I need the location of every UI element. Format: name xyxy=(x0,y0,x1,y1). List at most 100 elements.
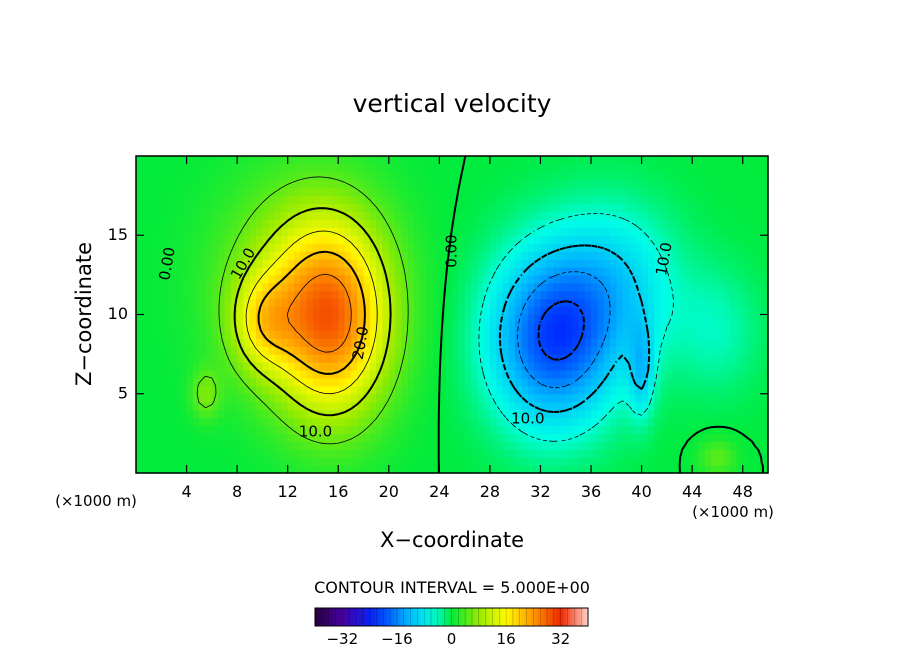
field-cell xyxy=(470,377,478,387)
field-cell xyxy=(363,346,371,355)
field-cell xyxy=(603,290,611,300)
field-cell xyxy=(312,171,320,181)
field-cell xyxy=(666,171,674,181)
field-cell xyxy=(483,274,491,284)
field-cell xyxy=(142,449,150,458)
field-cell xyxy=(205,330,213,339)
field-cell xyxy=(673,377,681,387)
field-cell xyxy=(407,377,415,387)
field-cell xyxy=(755,417,763,427)
field-cell xyxy=(420,417,428,427)
field-cell xyxy=(622,171,630,181)
field-cell xyxy=(755,219,763,228)
field-cell xyxy=(540,369,548,379)
field-cell xyxy=(622,377,630,387)
field-cell xyxy=(312,259,320,268)
field-cell xyxy=(692,346,700,355)
field-cell xyxy=(483,243,491,252)
field-cell xyxy=(338,298,346,308)
field-cell xyxy=(635,187,643,197)
field-cell xyxy=(730,274,737,284)
field-cell xyxy=(306,203,314,213)
field-cell xyxy=(502,195,510,205)
field-cell xyxy=(363,211,371,220)
field-cell xyxy=(616,179,624,189)
field-cell xyxy=(452,465,459,474)
field-cell xyxy=(489,195,497,205)
field-cell xyxy=(749,156,756,165)
field-cell xyxy=(173,290,181,300)
field-cell xyxy=(761,369,769,379)
field-cell xyxy=(559,235,567,244)
field-cell xyxy=(464,449,472,458)
field-cell xyxy=(534,433,542,442)
field-cell xyxy=(483,156,491,165)
field-cell xyxy=(294,243,301,252)
field-cell xyxy=(559,377,567,387)
field-cell xyxy=(565,179,573,189)
field-cell xyxy=(749,282,756,292)
field-cell xyxy=(142,259,150,268)
field-cell xyxy=(382,385,390,395)
field-cell xyxy=(730,465,737,474)
field-cell xyxy=(483,338,491,347)
field-cell xyxy=(597,203,605,213)
field-cell xyxy=(666,433,674,442)
field-cell xyxy=(154,282,162,292)
field-cell xyxy=(458,290,466,300)
field-cell xyxy=(344,219,352,228)
field-cell xyxy=(464,227,472,236)
field-cell xyxy=(698,219,706,228)
field-cell xyxy=(192,203,200,213)
field-cell xyxy=(452,243,459,252)
field-cell xyxy=(679,465,687,474)
field-cell xyxy=(761,322,769,331)
field-cell xyxy=(281,314,289,324)
field-cell xyxy=(515,306,523,316)
field-cell xyxy=(736,171,744,181)
field-cell xyxy=(357,330,365,339)
field-cell xyxy=(464,219,472,228)
field-cell xyxy=(489,251,497,260)
field-cell xyxy=(445,385,453,395)
field-cell xyxy=(300,235,308,244)
field-cell xyxy=(477,449,485,458)
field-cell xyxy=(388,243,396,252)
field-cell xyxy=(673,290,681,300)
field-cell xyxy=(679,377,687,387)
field-cell xyxy=(515,203,523,213)
field-cell xyxy=(243,179,251,189)
field-cell xyxy=(173,211,181,220)
field-cell xyxy=(268,171,276,181)
field-cell xyxy=(173,243,181,252)
field-cell xyxy=(603,171,611,181)
field-cell xyxy=(666,306,674,316)
field-cell xyxy=(154,369,162,379)
field-cell xyxy=(199,203,207,213)
field-cell xyxy=(331,401,339,411)
field-cell xyxy=(369,179,377,189)
field-cell xyxy=(628,259,636,268)
field-cell xyxy=(749,195,756,205)
field-cell xyxy=(540,290,548,300)
field-cell xyxy=(287,322,295,331)
field-cell xyxy=(243,409,251,419)
field-cell xyxy=(287,211,295,220)
field-cell xyxy=(294,282,301,292)
field-cell xyxy=(660,401,668,411)
field-cell xyxy=(275,354,282,363)
field-cell xyxy=(338,369,346,379)
field-cell xyxy=(603,385,611,395)
field-cell xyxy=(452,251,459,260)
field-cell xyxy=(755,187,763,197)
field-cell xyxy=(489,354,497,363)
field-cell xyxy=(452,354,459,363)
field-cell xyxy=(527,243,535,252)
field-cell xyxy=(628,314,636,324)
field-cell xyxy=(489,393,497,403)
field-cell xyxy=(363,227,371,236)
field-cell xyxy=(395,243,403,252)
field-cell xyxy=(660,179,668,189)
field-cell xyxy=(458,259,466,268)
field-cell xyxy=(553,235,561,244)
